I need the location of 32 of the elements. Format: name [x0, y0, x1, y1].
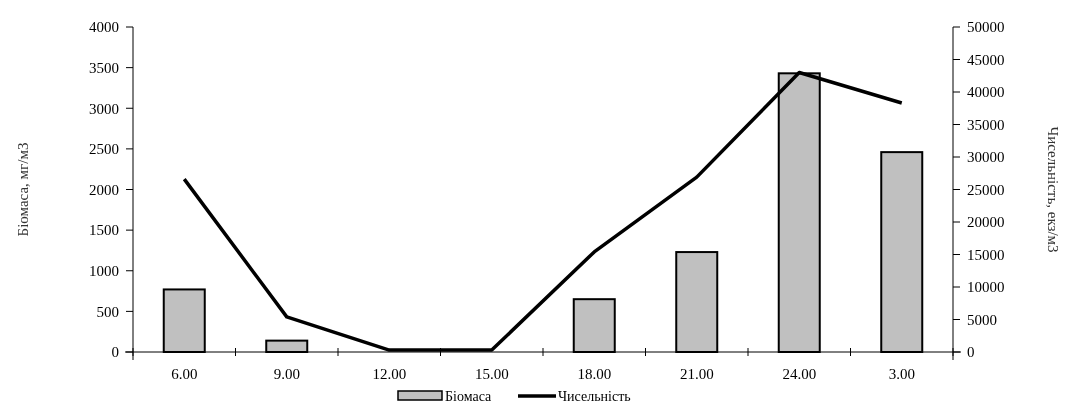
y2-tick-label: 25000: [967, 181, 1005, 198]
y-axis-title: Біомаса, мг/м3: [15, 142, 31, 237]
y-tick-label: 3500: [89, 59, 119, 76]
y2-tick-label: 45000: [967, 51, 1005, 68]
x-tick-label: 24.00: [782, 366, 817, 382]
x-tick-label: 12.00: [372, 366, 407, 382]
y2-axis-title: Чисельність, екз/м3: [1045, 126, 1061, 253]
x-tick-label: 6.00: [171, 366, 198, 382]
y-tick-label: 500: [96, 303, 119, 320]
y2-tick-label: 35000: [967, 116, 1005, 133]
y-tick-label: 3000: [89, 100, 119, 117]
y-tick-label: 2000: [89, 181, 119, 198]
x-tick-label: 18.00: [577, 366, 612, 382]
y-tick-label: 4000: [89, 19, 119, 36]
y-tick-label: 1500: [89, 222, 119, 239]
y2-tick-label: 15000: [967, 246, 1005, 263]
y2-tick-label: 20000: [967, 214, 1005, 231]
y-tick-label: 0: [111, 344, 119, 361]
x-tick-label: 3.00: [888, 366, 915, 382]
y-tick-label: 1000: [89, 263, 119, 279]
y2-tick-label: 0: [967, 344, 975, 361]
legend-label: Чисельність: [558, 388, 631, 404]
x-tick-label: 21.00: [679, 366, 714, 382]
y2-tick-label: 50000: [967, 19, 1005, 36]
x-tick-label: 15.00: [474, 366, 509, 382]
y2-tick-label: 40000: [967, 84, 1005, 101]
x-tick-label: 9.00: [273, 366, 300, 382]
legend-label: Біомаса: [445, 388, 493, 404]
y-tick-label: 2500: [89, 141, 119, 158]
y2-tick-label: 10000: [967, 279, 1005, 296]
y2-tick-label: 30000: [967, 149, 1005, 166]
y2-tick-label: 5000: [967, 311, 997, 328]
